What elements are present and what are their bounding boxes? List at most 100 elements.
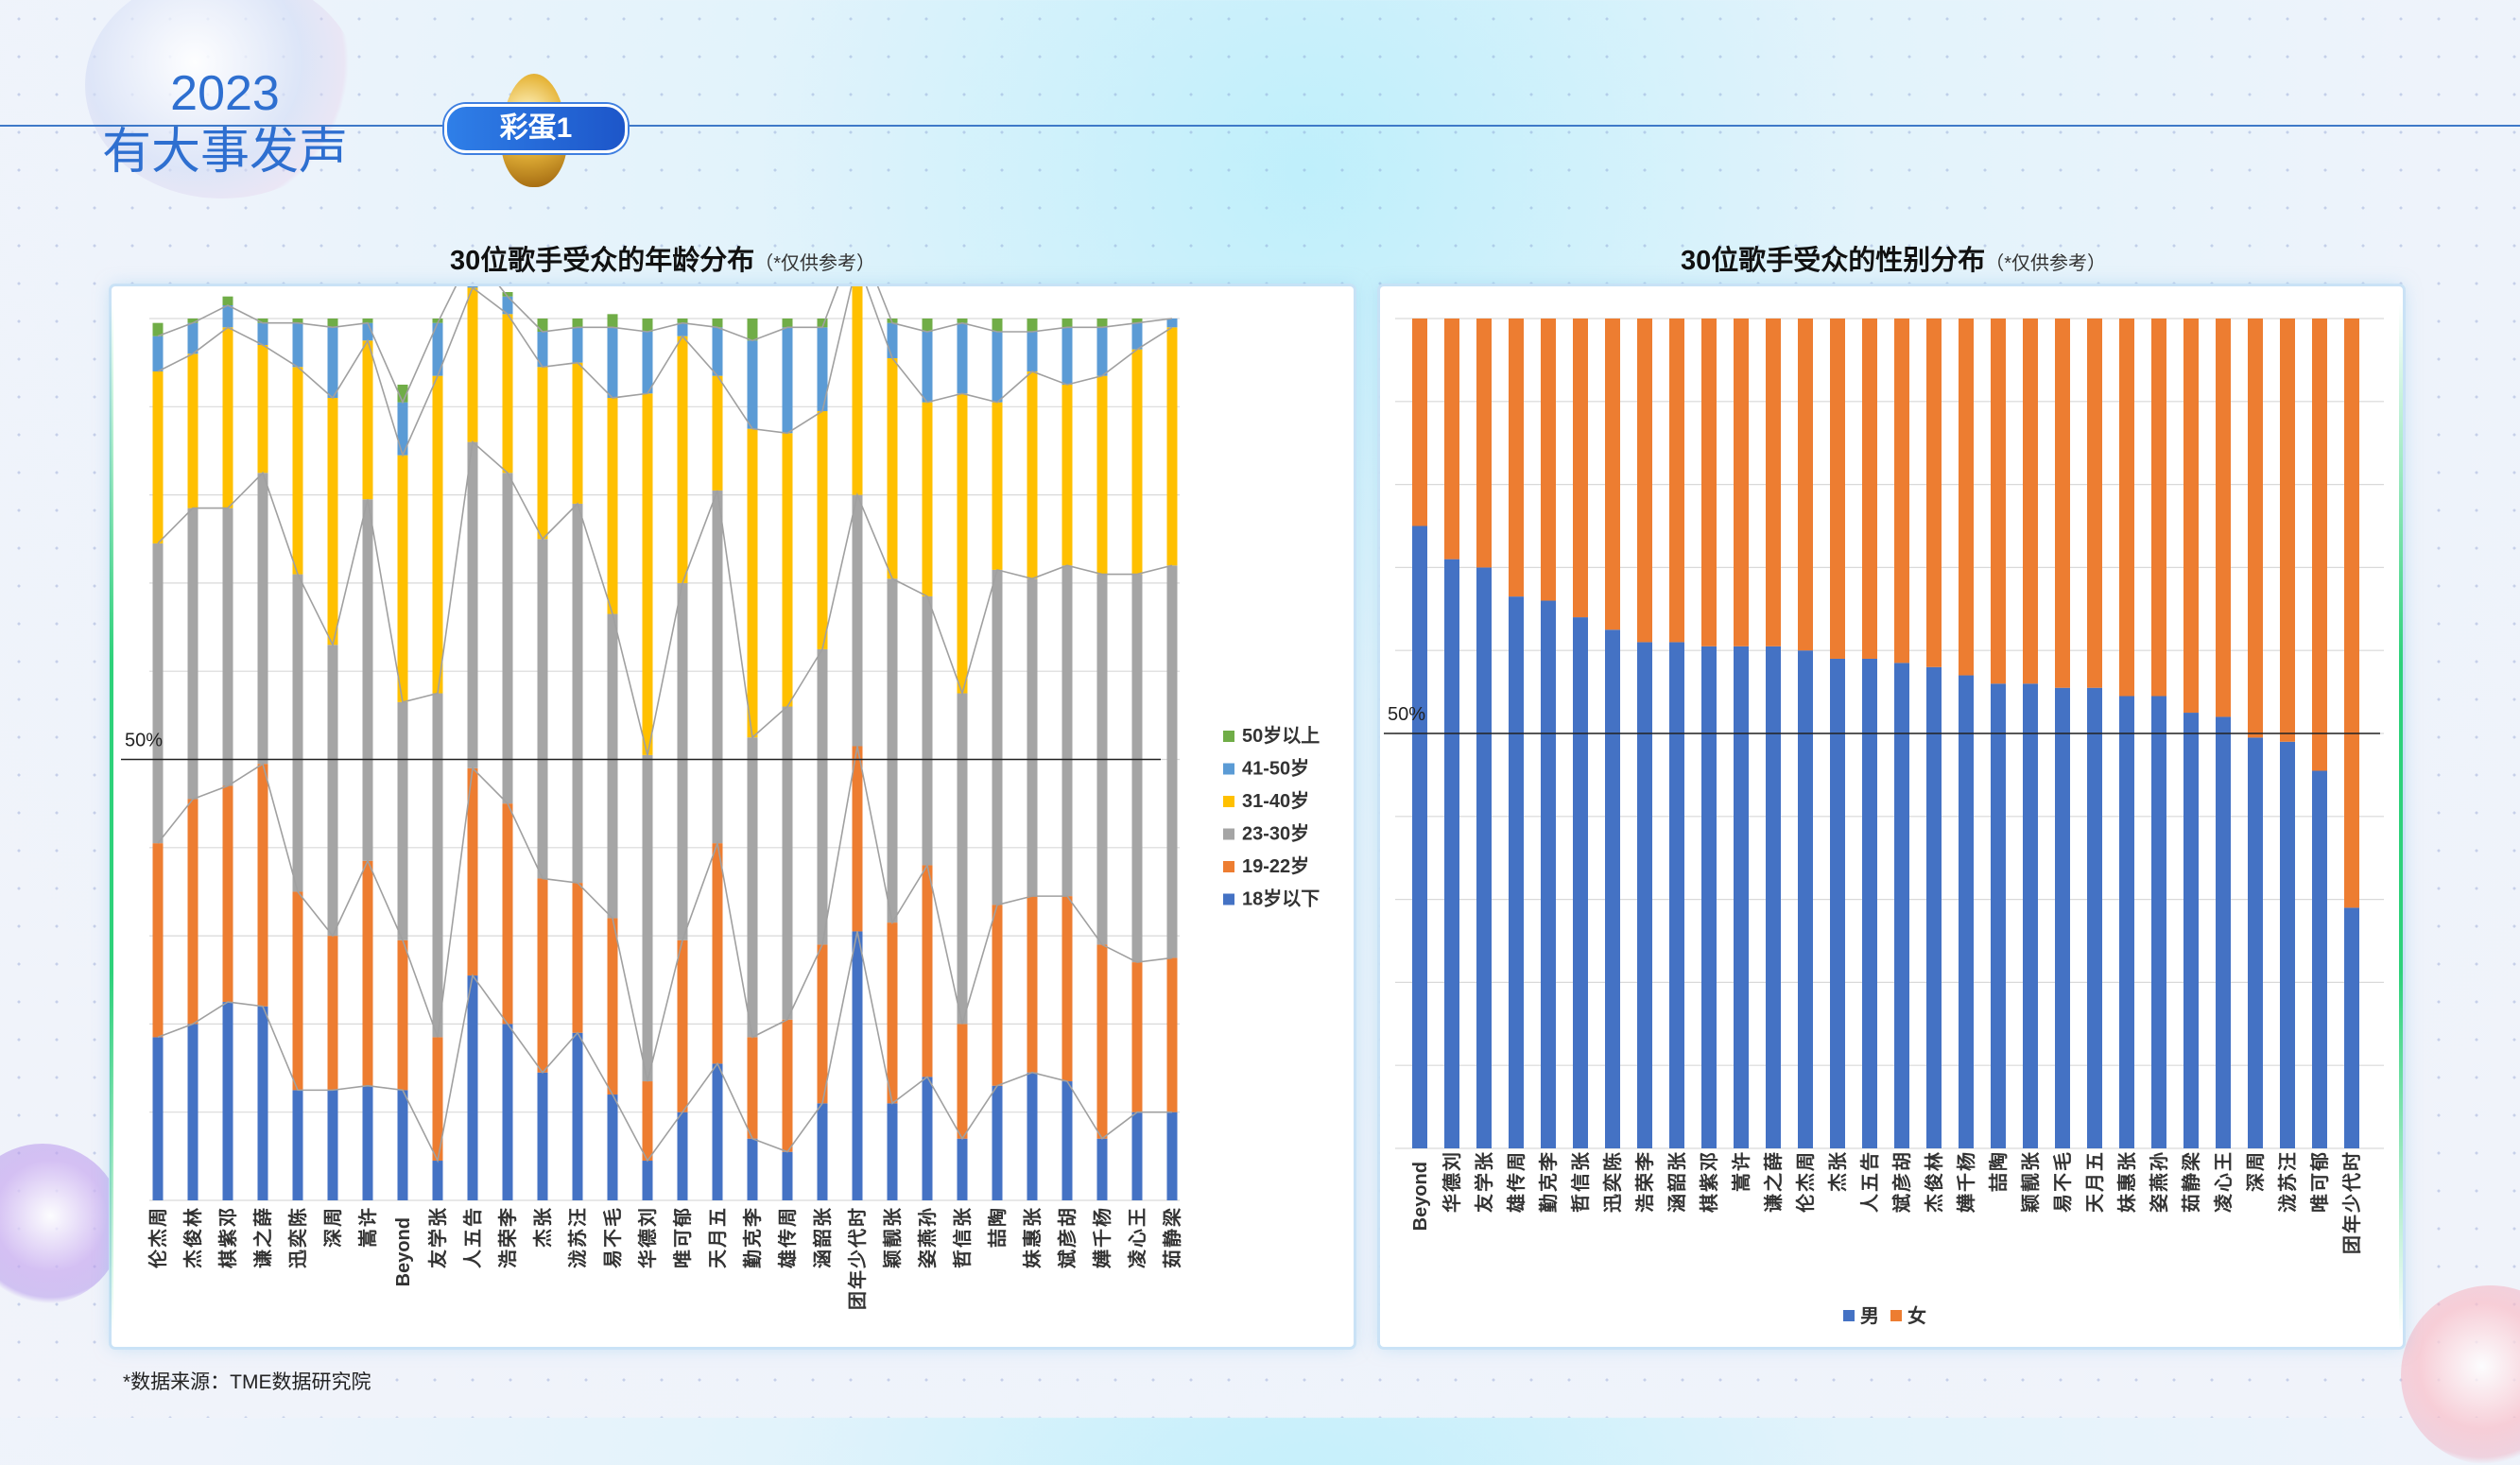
age-x-tick-label: 张靓颖 [881,1207,904,1268]
age-bar-segment [572,319,583,328]
gender-x-tick-label-char: 少 [2340,1194,2363,1214]
gender-x-tick-label-char: 张 [2019,1151,2042,1171]
age-bar-segment [537,1072,548,1200]
age-x-tick-label: 陶喆 [986,1208,1009,1248]
age-x-tick-label-char: 友 [426,1250,449,1268]
gender-x-tick-label-char: 心 [2212,1173,2235,1192]
age-bar-segment [1131,319,1143,323]
gender-x-tick-label: 张惠妹 [2115,1151,2138,1214]
age-bar-segment [257,764,268,1007]
age-bar-segment [467,441,478,768]
age-x-tick-label-char: 周 [776,1208,799,1227]
age-bar-segment [187,508,198,800]
gender-x-tick-label: 张韶涵 [1666,1151,1688,1213]
age-bar-segment [257,473,268,765]
age-bar-segment [642,319,653,332]
age-x-tick-label: 梁静茹 [1161,1207,1183,1268]
gender-x-tick-label-char: 华 [1441,1194,1463,1213]
age-bar-segment [362,340,373,500]
gender-x-tick-label-char: 涵 [1666,1194,1688,1213]
decor-orb-top [85,0,359,198]
gender-bar-male [1830,658,1845,1148]
gender-x-tick-label: 刘德华 [1441,1152,1463,1213]
age-bar-segment [537,319,548,332]
age-bar-segment [257,322,268,345]
gender-bar-male [2119,696,2134,1148]
age-bar-segment [1096,1138,1108,1200]
age-x-tick-label-char: 静 [1161,1229,1183,1248]
age-bar-segment [572,362,583,504]
gender-x-tick-label-char: 人 [1858,1193,1881,1213]
gender-bar-male [1991,683,2006,1148]
gender-x-tick-label-char: 周 [1505,1152,1528,1171]
age-bar-segment [1027,371,1038,579]
age-bar-segment [957,1138,968,1200]
gender-x-tick-label-char: 颖 [2019,1194,2042,1213]
gender-x-tick-label-char: 代 [2340,1173,2363,1193]
gender-bar-male [1541,600,1556,1148]
age-x-tick-label-char: 告 [461,1208,484,1227]
gender-x-tick-label: 告五人 [1858,1152,1881,1213]
age-bar-segment [537,331,548,368]
gender-bar-female [1766,319,1781,646]
age-bar-segment [957,1024,968,1139]
easter-egg-badge: 彩蛋1 [444,104,628,153]
age-bar-segment [187,322,198,354]
age-x-tick-label-char: 斌 [1056,1250,1079,1269]
gender-x-tick-label-char: 杰 [1794,1173,1817,1192]
gender-x-tick-label-char: 惠 [2115,1173,2138,1192]
age-bar-segment [922,402,933,596]
age-legend-label: 31-40岁 [1242,789,1309,812]
gender-x-tick-label: 周杰伦 [1794,1152,1817,1213]
age-bar-segment [747,737,758,1038]
age-bar-segment [152,543,164,844]
age-bar-segment [502,803,513,1025]
age-bar-segment [1166,565,1178,958]
age-legend-swatch [1223,893,1234,905]
age-bar-segment [1131,574,1143,963]
age-x-tick-label-char: 陶 [986,1208,1009,1227]
gender-x-tick-label-char: 喆 [1987,1173,2010,1192]
age-bar-segment [712,327,723,376]
age-bar-segment [1027,1072,1038,1200]
gender-x-tick-label: 周传雄 [1505,1152,1528,1214]
age-x-tick-label-char: 孙 [916,1208,939,1227]
age-x-tick-label-char: 勤 [741,1250,764,1268]
age-bar-segment [607,327,618,398]
age-x-tick-label-char: 哲 [951,1250,974,1268]
age-bar-segment [257,1006,268,1200]
gender-distribution-chart: 50%Beyond 刘德华张学友周传雄李克勤张信哲陈奕迅李荣浩张韶涵邓紫棋许嵩薛之… [1384,318,2384,1327]
gender-bar-male [2183,713,2199,1148]
gender-bar-female [2183,319,2199,714]
brand-logo: 2023 有大事发声 [102,64,348,181]
age-bar-segment [397,701,408,940]
gender-x-tick-label: 陈奕迅 [1601,1152,1624,1213]
age-bar-segment [1062,319,1073,328]
age-bar-segment [817,410,828,649]
age-x-tick-label-char: 李 [741,1207,764,1228]
age-x-tick-label-char: 深 [321,1229,344,1248]
gender-bar-male [1412,526,1427,1148]
age-x-tick-label-char: 天 [706,1249,729,1268]
age-x-tick-label: 胡彦斌 [1056,1208,1079,1269]
age-bar-segment [397,384,408,403]
age-x-tick-label-char: 李 [496,1207,519,1228]
age-x-tick-label-char: 传 [776,1229,799,1249]
gender-bar-female [1991,319,2006,684]
decor-orb-bottom-left [0,1144,123,1304]
age-bar-segment [572,1032,583,1200]
gender-bar-female [1830,319,1845,659]
gender-x-tick-label-char: 五 [2083,1152,2106,1171]
gender-x-tick-label: 汪苏泷 [2276,1152,2299,1213]
age-x-tick-label: 告五人 [461,1208,484,1268]
age-x-tick-label-char: 张 [951,1207,974,1227]
age-legend-label: 23-30岁 [1242,822,1309,845]
gender-bar-male [1476,567,1492,1148]
gender-x-tick-label-char: 天 [2083,1193,2106,1213]
age-bar-segment [992,319,1003,332]
gender-x-tick-label-char: 李 [1537,1151,1560,1172]
age-bar-segment [922,1077,933,1200]
age-bar-segment [432,375,443,694]
